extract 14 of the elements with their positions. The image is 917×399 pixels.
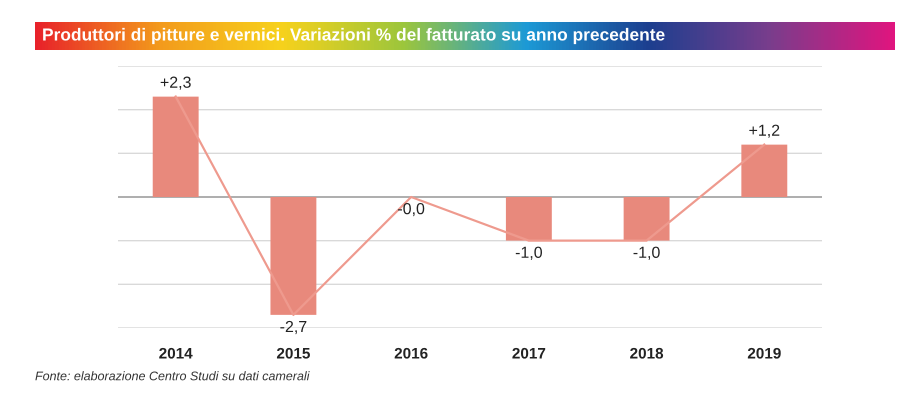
x-tick-label: 2015 [276, 348, 310, 359]
x-tick-label: 2019 [748, 348, 781, 359]
x-tick-label: 2016 [394, 348, 428, 359]
x-tick-label: 2018 [630, 348, 664, 359]
x-tick-label: 2014 [159, 348, 193, 359]
data-label: -2,7 [280, 320, 306, 334]
chart-title: Produttori di pitture e vernici. Variazioni % del fatturato su anno precedente [43, 28, 665, 44]
data-label: +1,2 [749, 124, 780, 138]
x-tick-label: 2017 [512, 348, 546, 359]
data-label: -0,0 [398, 202, 424, 216]
data-label: -1,0 [516, 246, 542, 260]
data-label: -1,0 [634, 246, 660, 260]
source-note: Fonte: elaborazione Centro Studi su dati camerali [35, 371, 310, 380]
data-label: +2,3 [160, 76, 191, 90]
